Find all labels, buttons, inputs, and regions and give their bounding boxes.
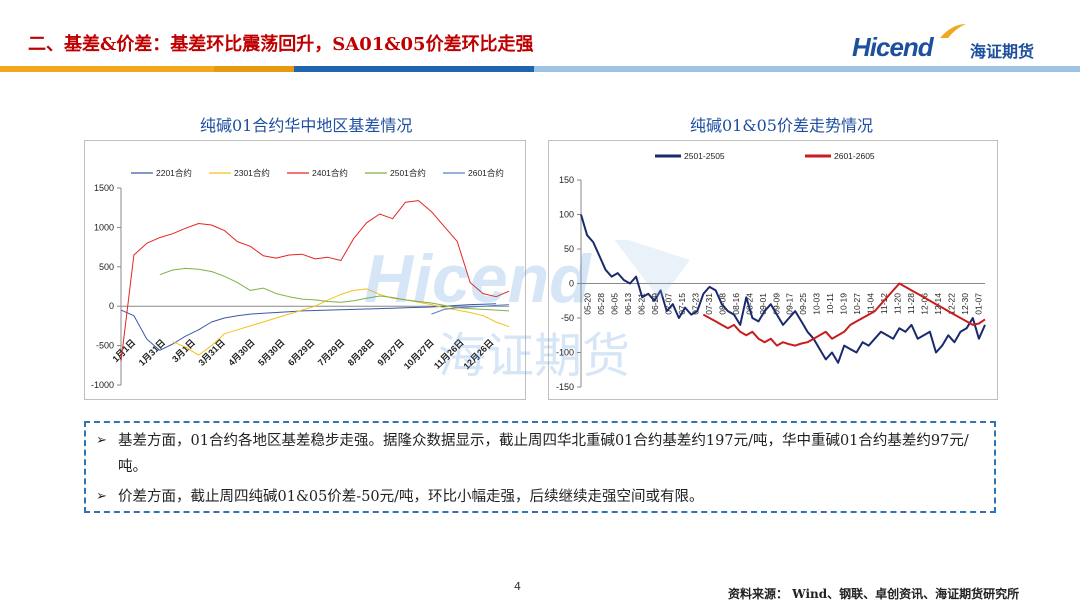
y-tick-label: -500 xyxy=(96,341,114,351)
y-tick-label: -100 xyxy=(556,348,574,358)
x-tick-label: 05-20 xyxy=(583,293,593,315)
x-tick-label: 6月29日 xyxy=(286,337,316,367)
x-tick-label: 5月30日 xyxy=(256,337,286,367)
x-tick-label: 11-28 xyxy=(906,293,916,314)
x-tick-label: 09-01 xyxy=(758,293,768,315)
note-spread: ➢ 价差方面，截止周四纯碱01&05价差-50元/吨，环比小幅走强，后续继续走强… xyxy=(94,484,986,510)
y-tick-label: -50 xyxy=(561,313,574,323)
legend-label: 2201合约 xyxy=(156,168,192,178)
chart2-panel: -150 -100 -50 0 50 100 150 05-20 05-28 06-05 06-13… xyxy=(548,140,998,400)
x-tick-label: 11月26日 xyxy=(432,337,466,371)
y-tick-label: 50 xyxy=(564,244,574,254)
legend-label: 2301合约 xyxy=(234,168,270,178)
notes-box: ➢ 基差方面，01合约各地区基差稳步走强。据隆众数据显示，截止周四华北重碱01合… xyxy=(84,421,996,513)
x-tick-label: 12-30 xyxy=(960,293,970,315)
chart2-svg: -150 -100 -50 0 50 100 150 05-20 05-28 06-05 06-13… xyxy=(556,151,986,392)
data-source: 资料来源： Wind、钢联、卓创资讯、海证期货研究所 xyxy=(728,587,1020,601)
x-tick-label: 12-22 xyxy=(946,293,956,315)
series-line-2601合约 xyxy=(431,304,510,315)
y-tick-label: -1000 xyxy=(91,380,114,390)
page-title: 二、基差&价差：基差环比震荡回升，SA01&05价差环比走强 xyxy=(28,34,534,55)
x-tick-label: 3月31日 xyxy=(196,337,226,367)
y-tick-label: 100 xyxy=(559,210,574,220)
note-spread-text: 价差方面，截止周四纯碱01&05价差-50元/吨，环比小幅走强，后续继续走强空间… xyxy=(118,489,704,505)
x-tick-label: 10月27日 xyxy=(402,337,436,371)
x-tick-label: 11-04 xyxy=(866,293,876,314)
x-tick-label: 11-12 xyxy=(879,293,889,314)
x-tick-label: 06-21 xyxy=(637,293,647,315)
y-tick-label: 150 xyxy=(559,175,574,185)
x-tick-label: 06-29 xyxy=(650,293,660,315)
note-basis-text: 基差方面，01合约各地区基差稳步走强。据隆众数据显示，截止周四华北重碱01合约基… xyxy=(118,433,969,475)
legend-label: 2501-2505 xyxy=(684,151,725,161)
y-tick-label: 0 xyxy=(109,301,114,311)
x-tick-label: 05-28 xyxy=(596,293,606,315)
x-tick-label: 09-25 xyxy=(798,293,808,315)
header-bar-gold xyxy=(0,66,214,72)
x-tick-label: 07-15 xyxy=(677,293,687,315)
bullet-arrow-icon: ➢ xyxy=(96,489,107,504)
x-tick-label: 07-23 xyxy=(690,293,700,315)
header-bar-gold-dark xyxy=(214,66,294,72)
series-line-2501-2505 xyxy=(580,214,986,364)
chart2-title: 纯碱01&05价差走势情况 xyxy=(690,116,873,135)
legend-label: 2601合约 xyxy=(468,168,504,178)
x-tick-label: 12-06 xyxy=(919,293,929,315)
header-bar-light xyxy=(534,66,1080,72)
y-tick-label: 1500 xyxy=(94,183,114,193)
x-tick-label: 06-13 xyxy=(623,293,633,315)
x-tick-label: 01-07 xyxy=(973,293,983,315)
x-tick-label: 3月1日 xyxy=(170,337,197,364)
note-basis: ➢ 基差方面，01合约各地区基差稳步走强。据隆众数据显示，截止周四华北重碱01合… xyxy=(94,428,986,480)
x-tick-label: 12-14 xyxy=(933,293,943,315)
y-tick-label: 1000 xyxy=(94,222,114,232)
x-tick-label: 10-03 xyxy=(812,293,822,315)
x-tick-label: 09-09 xyxy=(771,293,781,315)
x-tick-label: 08-16 xyxy=(731,293,741,315)
legend-label: 2501合约 xyxy=(390,168,426,178)
page-number: 4 xyxy=(514,580,521,593)
x-tick-label: 8月28日 xyxy=(346,337,376,367)
x-tick-label: 06-05 xyxy=(610,293,620,315)
x-tick-label: 12月26日 xyxy=(462,337,496,371)
y-tick-label: 500 xyxy=(99,262,114,272)
y-tick-label: 0 xyxy=(569,279,574,289)
x-tick-label: 4月30日 xyxy=(226,337,256,367)
logo-text-cn: 海证期货 xyxy=(970,42,1035,61)
series-line-2401合约 xyxy=(120,200,510,362)
series-line-2201合约 xyxy=(120,303,497,351)
bullet-arrow-icon: ➢ xyxy=(96,433,107,448)
x-tick-label: 7月29日 xyxy=(316,337,346,367)
x-tick-label: 07-31 xyxy=(704,293,714,315)
x-tick-label: 07-07 xyxy=(664,293,674,315)
legend-label: 2401合约 xyxy=(312,168,348,178)
x-tick-label: 08-24 xyxy=(744,293,754,315)
x-tick-label: 10-19 xyxy=(839,293,849,315)
series-line-2601-2605 xyxy=(702,282,986,347)
series-line-2301合约 xyxy=(172,288,510,356)
x-tick-label: 9月27日 xyxy=(376,337,406,367)
x-tick-label: 09-17 xyxy=(785,293,795,315)
logo-swoosh-icon xyxy=(940,24,966,38)
series-line-2501合约 xyxy=(159,267,510,312)
x-tick-label: 11-20 xyxy=(892,293,902,314)
chart1-panel: -1000 -500 0 500 1000 1500 1月1日 1月31日 3月1日 3月31日 4… xyxy=(84,140,526,400)
y-tick-label: -150 xyxy=(556,382,574,392)
legend-label: 2601-2605 xyxy=(834,151,875,161)
header-bar-blue xyxy=(294,66,534,72)
logo-text-en: Hicend xyxy=(852,32,934,62)
x-tick-label: 10-27 xyxy=(852,293,862,315)
x-tick-label: 10-11 xyxy=(825,293,835,314)
chart1-title: 纯碱01合约华中地区基差情况 xyxy=(200,116,413,135)
x-tick-label: 1月31日 xyxy=(137,337,167,367)
